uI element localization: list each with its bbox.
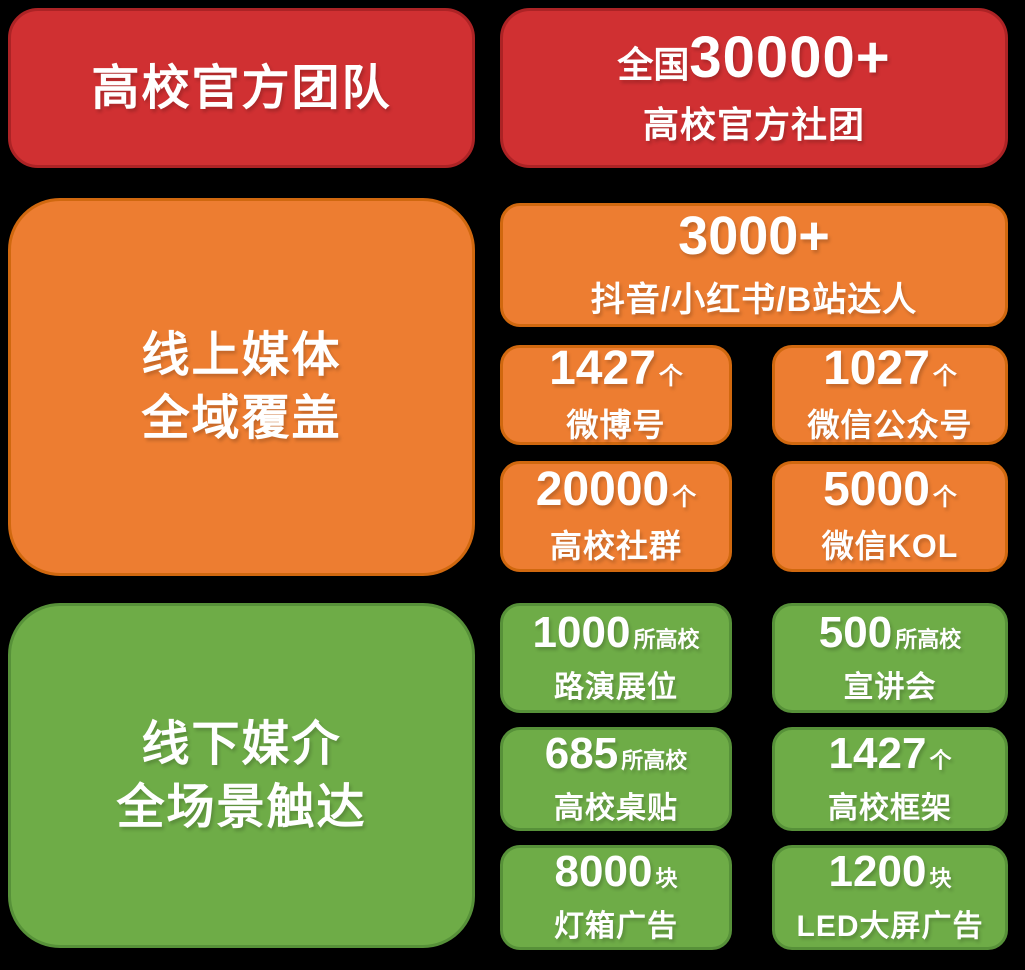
wechat-kol-number-line: 5000 个 — [823, 466, 957, 514]
campus-frames-number-line: 1427 个 — [828, 728, 952, 778]
roadshow-label: 路演展位 — [554, 670, 678, 704]
led-screen-unit: 块 — [929, 866, 952, 891]
offline-title-line1: 线下媒介 — [141, 717, 342, 771]
influencers-label: 抖音/小红书/B站达人 — [590, 281, 918, 319]
stat-card-campus-frames: 1427 个 高校框架 — [772, 727, 1008, 831]
online-section-title-card: 线上媒体 全域覆盖 — [8, 198, 475, 576]
roadshow-number-line: 1000 所高校 — [532, 607, 700, 657]
campus-frames-label: 高校框架 — [828, 791, 952, 825]
campus-frames-unit: 个 — [929, 747, 952, 773]
led-screen-label: LED大屏广告 — [796, 910, 984, 943]
offline-section-title-card: 线下媒介 全场景触达 — [8, 603, 475, 948]
stat-card-lightbox-ads: 8000 块 灯箱广告 — [500, 845, 732, 950]
campus-groups-unit: 个 — [672, 484, 697, 511]
weibo-unit: 个 — [658, 362, 683, 390]
online-title-line2: 全域覆盖 — [141, 392, 342, 445]
stat-card-campus-groups: 20000 个 高校社群 — [500, 461, 732, 572]
team-stat-card: 全国 30000+ 高校官方社团 — [500, 8, 1008, 168]
campus-groups-number: 20000 — [535, 463, 670, 516]
team-stat-number-line: 全国 30000+ — [617, 24, 891, 90]
desk-stickers-unit: 所高校 — [621, 747, 688, 773]
stat-card-led-screen-ads: 1200 块 LED大屏广告 — [772, 845, 1008, 950]
team-stat-number: 30000+ — [689, 24, 891, 90]
team-stat-prefix: 全国 — [617, 43, 690, 85]
stat-card-wechat-kol: 5000 个 微信KOL — [772, 461, 1008, 572]
info-sessions-number: 500 — [818, 607, 893, 657]
info-sessions-unit: 所高校 — [895, 626, 962, 652]
info-sessions-label: 宣讲会 — [843, 670, 937, 704]
wechat-official-unit: 个 — [932, 362, 957, 390]
team-title: 高校官方团队 — [91, 61, 392, 115]
weibo-label: 微博号 — [566, 406, 666, 443]
stat-card-info-sessions: 500 所高校 宣讲会 — [772, 603, 1008, 713]
stat-card-influencers: 3000+ 抖音/小红书/B站达人 — [500, 203, 1008, 327]
wechat-kol-number: 5000 — [823, 463, 930, 516]
desk-stickers-number-line: 685 所高校 — [544, 728, 688, 778]
online-title-line1: 线上媒体 — [141, 329, 342, 382]
stat-card-weibo: 1427 个 微博号 — [500, 341, 732, 445]
roadshow-number: 1000 — [532, 607, 631, 657]
info-sessions-number-line: 500 所高校 — [818, 607, 962, 657]
roadshow-unit: 所高校 — [633, 626, 700, 652]
lightbox-number-line: 8000 块 — [555, 850, 678, 894]
influencers-number: 3000+ — [678, 206, 830, 266]
campus-frames-number: 1427 — [828, 728, 927, 778]
stat-card-wechat-official: 1027 个 微信公众号 — [772, 341, 1008, 445]
lightbox-number: 8000 — [554, 847, 653, 896]
stat-card-roadshow-booths: 1000 所高校 路演展位 — [500, 603, 732, 713]
team-title-card: 高校官方团队 — [8, 8, 475, 168]
lightbox-unit: 块 — [655, 866, 678, 891]
wechat-official-number-line: 1027 个 — [823, 341, 957, 395]
led-screen-number-line: 1200 块 — [829, 850, 952, 894]
campus-groups-label: 高校社群 — [549, 528, 682, 564]
lightbox-label: 灯箱广告 — [554, 910, 678, 943]
weibo-number: 1427 — [549, 341, 656, 395]
team-stat-label: 高校官方社团 — [642, 103, 865, 145]
desk-stickers-label: 高校桌贴 — [554, 791, 678, 825]
stat-card-desk-stickers: 685 所高校 高校桌贴 — [500, 727, 732, 831]
led-screen-number: 1200 — [828, 847, 927, 896]
offline-title-line2: 全场景触达 — [116, 780, 367, 834]
desk-stickers-number: 685 — [544, 728, 619, 778]
wechat-kol-unit: 个 — [932, 484, 957, 511]
campus-groups-number-line: 20000 个 — [536, 466, 696, 514]
wechat-official-number: 1027 — [823, 341, 930, 395]
weibo-number-line: 1427 个 — [549, 341, 683, 395]
wechat-official-label: 微信公众号 — [807, 406, 973, 443]
wechat-kol-label: 微信KOL — [821, 528, 959, 564]
